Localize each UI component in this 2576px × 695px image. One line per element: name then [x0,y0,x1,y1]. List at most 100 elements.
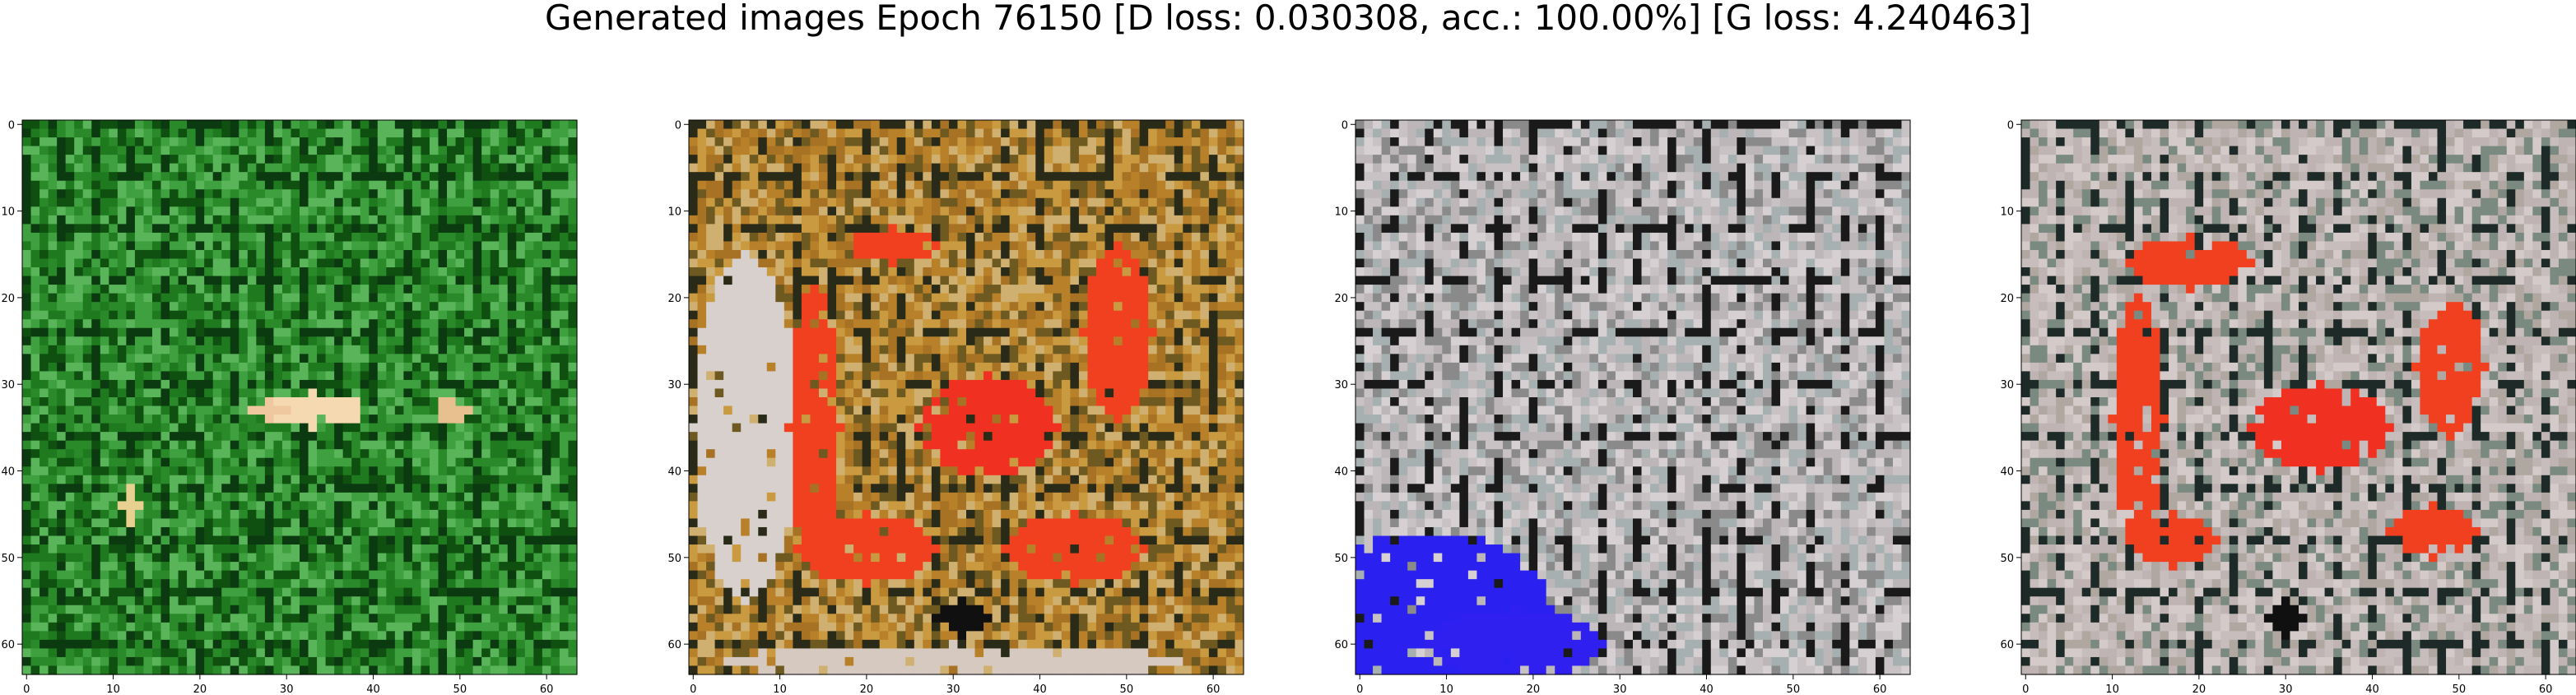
pixel [871,137,881,147]
pixel [879,206,889,216]
pixel [247,518,257,528]
pixel [455,457,465,467]
pixel [533,241,543,251]
pixel [273,614,283,623]
pixel [455,172,465,182]
pixel [524,475,534,484]
pixel [403,535,413,545]
pixel [143,415,153,424]
pixel [230,285,239,294]
pixel [559,509,570,520]
pixel [325,562,335,572]
pixel [905,189,915,199]
pixel [559,345,570,354]
pixel [447,137,457,147]
pixel [879,232,889,243]
pixel [342,639,352,650]
pixel [291,345,300,354]
pixel [91,388,101,398]
pixel [386,449,396,459]
pixel [888,163,898,173]
pixel [239,526,249,537]
pixel [429,258,439,268]
pixel [1114,206,1123,216]
pixel [40,189,49,199]
pixel [559,526,570,537]
pixel [516,518,526,528]
pixel [170,163,179,173]
pixel [342,518,352,528]
pixel [351,197,361,207]
pixel [533,622,543,632]
pixel [57,501,67,511]
pixel [421,354,430,364]
pixel [126,397,136,407]
pixel [827,197,837,207]
pixel [109,336,119,346]
pixel [178,388,188,398]
pixel [178,466,188,476]
pixel [533,405,543,415]
pixel [300,587,309,597]
pixel [273,570,283,580]
pixel [57,276,67,285]
pixel [766,197,776,207]
pixel [429,215,439,225]
pixel [212,466,222,476]
pixel [481,163,491,173]
pixel [221,397,231,407]
pixel [143,466,153,476]
pixel [394,206,404,216]
pixel [421,526,430,537]
pixel [57,587,67,597]
pixel [109,622,119,632]
pixel [377,379,387,390]
pixel [507,449,517,459]
pixel [732,206,742,216]
pixel [126,293,136,303]
pixel [65,475,75,484]
pixel [438,276,448,285]
pixel [472,371,482,381]
pixel [317,120,327,130]
pixel [57,562,67,572]
pixel [151,345,162,354]
pixel [325,405,335,415]
pixel [516,587,526,597]
pixel [499,371,509,381]
pixel [300,224,309,234]
pixel [334,535,344,545]
pixel [351,639,361,650]
pixel [801,137,811,147]
pixel [57,492,67,502]
pixel [143,163,153,173]
pixel [151,562,162,572]
pixel [143,397,153,407]
pixel [394,388,404,398]
pixel [1200,172,1210,182]
pixel [134,180,145,190]
pixel [793,215,802,225]
pixel [317,457,327,467]
pixel [195,249,205,260]
pixel [291,336,300,346]
pixel [394,180,404,190]
pixel [247,163,257,173]
pixel [126,518,136,528]
pixel [300,302,309,312]
pixel [195,215,205,225]
pixel [221,648,231,658]
pixel [403,605,413,614]
pixel [783,224,793,234]
pixel [957,155,967,164]
pixel [490,648,500,658]
pixel [559,128,570,138]
pixel [394,285,404,294]
pixel [109,362,119,373]
pixel [551,285,560,294]
pixel [40,249,49,260]
pixel [862,224,872,234]
pixel [239,656,249,667]
pixel [844,128,854,138]
pixel [524,648,534,658]
